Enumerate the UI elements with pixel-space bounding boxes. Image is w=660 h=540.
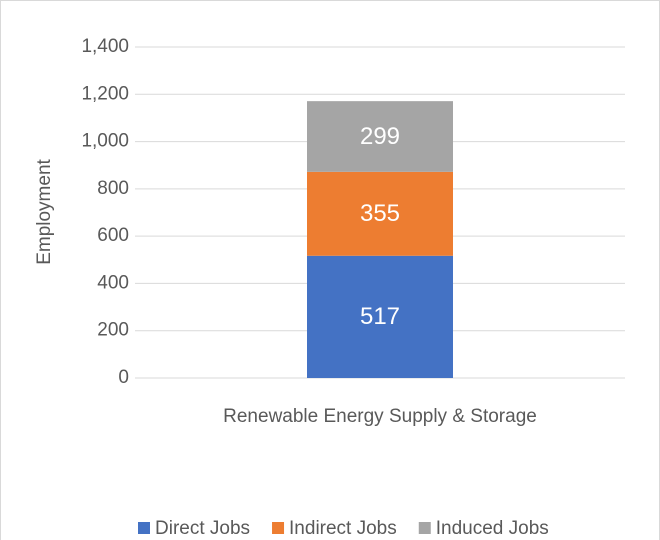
data-label: 517 bbox=[360, 303, 400, 330]
legend-swatch bbox=[418, 522, 431, 534]
y-tick-label: 600 bbox=[97, 225, 129, 246]
y-axis-title: Employment bbox=[34, 158, 55, 264]
legend-swatch bbox=[272, 522, 285, 534]
legend-swatch bbox=[138, 522, 150, 534]
bar-segment bbox=[307, 101, 453, 172]
y-tick-label: 800 bbox=[97, 178, 129, 199]
legend-label: Induced Jobs bbox=[436, 518, 549, 539]
data-label: 355 bbox=[360, 200, 400, 227]
y-tick-label: 1,200 bbox=[81, 83, 129, 104]
bar-segment bbox=[307, 171, 453, 256]
y-tick-label: 400 bbox=[97, 272, 129, 293]
data-label: 299 bbox=[360, 123, 400, 150]
bar-segment bbox=[307, 255, 453, 378]
y-tick-label: 1,000 bbox=[81, 131, 129, 152]
y-tick-label: 200 bbox=[97, 320, 129, 341]
y-tick-label: 1,400 bbox=[81, 36, 129, 57]
x-tick-label: Renewable Energy Supply & Storage bbox=[223, 406, 537, 427]
legend-label: Indirect Jobs bbox=[289, 518, 397, 539]
y-tick-label: 0 bbox=[118, 367, 129, 388]
legend-label: Direct Jobs bbox=[155, 518, 250, 539]
